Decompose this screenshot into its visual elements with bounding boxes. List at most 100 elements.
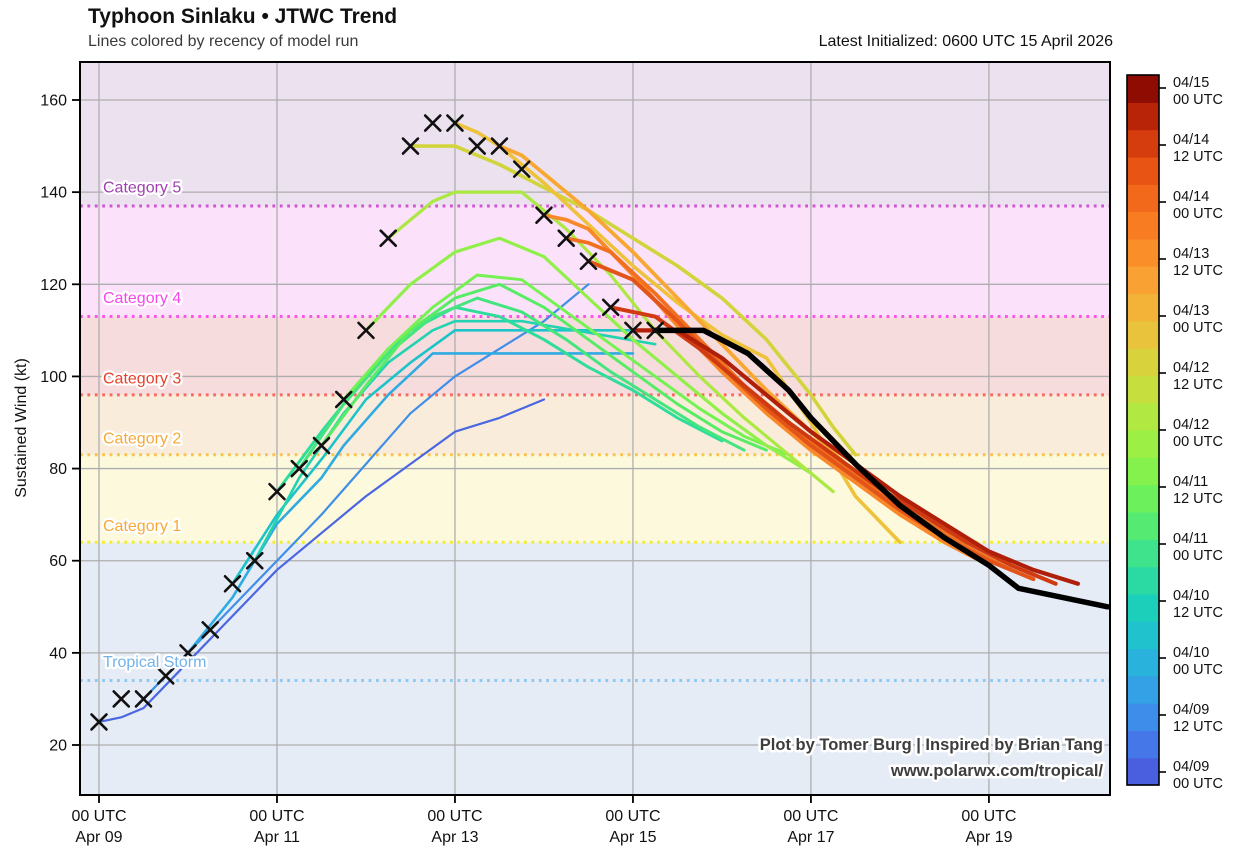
attribution-line2: www.polarwx.com/tropical/ [890, 762, 1104, 780]
x-tick-label-line2: Apr 17 [787, 829, 834, 846]
observed-marker [446, 114, 464, 132]
page-title: Typhoon Sinlaku • JTWC Trend [88, 5, 398, 28]
observed-marker [357, 321, 375, 340]
observed-marker [601, 298, 620, 317]
colorbar-tick-time: 00 UTC [1173, 548, 1223, 564]
colorbar-segment [1127, 484, 1159, 513]
category-label: Tropical Storm [103, 654, 206, 671]
colorbar-segment [1127, 348, 1159, 376]
latest-forecast-line [652, 327, 1111, 610]
observed-markers [90, 114, 664, 731]
observed-marker [490, 137, 509, 155]
y-tick-label: 120 [40, 277, 67, 294]
observed-marker [156, 667, 175, 685]
colorbar-segment [1127, 593, 1159, 622]
colorbar-tick-date: 04/12 [1173, 360, 1209, 376]
colorbar-segment [1127, 184, 1159, 213]
gridlines [80, 62, 1110, 795]
attribution: Plot by Tomer Burg | Inspired by Brian T… [757, 734, 1106, 783]
colorbar-tick-date: 04/14 [1173, 189, 1209, 205]
colorbar-tick-time: 12 UTC [1173, 377, 1223, 393]
category-threshold-lines [80, 204, 1110, 683]
colorbar-tick-time: 12 UTC [1173, 263, 1223, 279]
colorbar-segment [1127, 730, 1159, 759]
colorbar-tick-date: 04/09 [1173, 759, 1209, 775]
latest-forecast-path [652, 327, 1111, 610]
colorbar-segment [1127, 457, 1159, 486]
x-tick-label-line2: Apr 13 [431, 829, 478, 846]
colorbar-tick-date: 04/13 [1173, 303, 1209, 319]
model-run-line [408, 144, 858, 457]
colorbar-segment [1127, 375, 1159, 404]
model-run-line [186, 352, 635, 655]
colorbar-segment [1127, 211, 1159, 240]
attribution-line1: Plot by Tomer Burg | Inspired by Brian T… [760, 736, 1103, 754]
model-run-line [364, 236, 813, 475]
colorbar-segment [1127, 266, 1159, 295]
colorbar-segment [1127, 566, 1159, 595]
colorbar-segment [1127, 293, 1159, 322]
x-tick-label-line1: 00 UTC [605, 808, 660, 825]
observed-marker [312, 436, 331, 455]
category-band [80, 61, 1110, 206]
category-label: Category 3 [103, 371, 181, 388]
colorbar-segment [1127, 102, 1159, 131]
category-label: Category 4 [103, 290, 181, 307]
colorbar-segment [1127, 621, 1159, 650]
category-label: Category 5 [103, 180, 181, 197]
category-band [80, 394, 1110, 455]
colorbar-tick-date: 04/11 [1173, 531, 1208, 547]
colorbar-tick-time: 12 UTC [1173, 491, 1223, 507]
y-tick-label: 60 [49, 553, 67, 570]
y-tick-label: 20 [49, 738, 67, 755]
y-tick-label: 40 [49, 645, 67, 662]
category-band [80, 316, 1110, 395]
observed-marker [223, 574, 242, 593]
observed-marker [134, 690, 153, 708]
colorbar-tick-time: 00 UTC [1173, 776, 1223, 792]
observed-marker [624, 321, 642, 340]
category-band [80, 680, 1110, 796]
observed-marker [579, 252, 598, 271]
observed-marker [179, 644, 197, 662]
colorbar-segment [1127, 402, 1159, 431]
colorbar-segment [1127, 648, 1159, 677]
category-labels: Tropical Storm Category 1 Category 2 Catego… [101, 177, 209, 673]
colorbar-segment [1127, 156, 1159, 185]
colorbar-segment [1127, 129, 1159, 158]
model-run-line [97, 398, 546, 724]
observed-marker [512, 160, 531, 178]
model-run-line [297, 296, 746, 471]
observed-marker [646, 321, 664, 340]
observed-marker [468, 137, 487, 155]
model-run-line [542, 213, 991, 568]
colorbar-tick-time: 12 UTC [1173, 719, 1223, 735]
y-tick-label: 80 [49, 461, 67, 478]
observed-marker [557, 229, 576, 248]
model-run-line [231, 329, 668, 586]
colorbar-tick-time: 00 UTC [1173, 206, 1223, 222]
colorbar-segment [1127, 430, 1159, 458]
chart-subtitle: Lines colored by recency of model run [88, 33, 359, 50]
colorbar-tick-date: 04/10 [1173, 645, 1209, 661]
x-tick-label-line1: 00 UTC [71, 808, 126, 825]
y-tick-label: 100 [40, 369, 67, 386]
observed-marker [535, 206, 553, 224]
colorbar-tick-date: 04/15 [1173, 75, 1209, 91]
colorbar-segment [1127, 703, 1159, 731]
observed-marker [245, 551, 264, 570]
category-band [80, 542, 1110, 681]
y-axis-title: Sustained Wind (kt) [13, 358, 30, 498]
y-tick-label: 140 [40, 185, 67, 202]
colorbar-segment [1127, 757, 1159, 786]
y-tick-label: 160 [40, 93, 67, 110]
observed-marker [112, 690, 131, 708]
observed-marker [201, 621, 220, 639]
x-tick-label-line2: Apr 19 [965, 829, 1012, 846]
x-tick-label-line2: Apr 09 [75, 829, 122, 846]
colorbar-segment [1127, 511, 1159, 540]
colorbar-tick-time: 00 UTC [1173, 434, 1223, 450]
